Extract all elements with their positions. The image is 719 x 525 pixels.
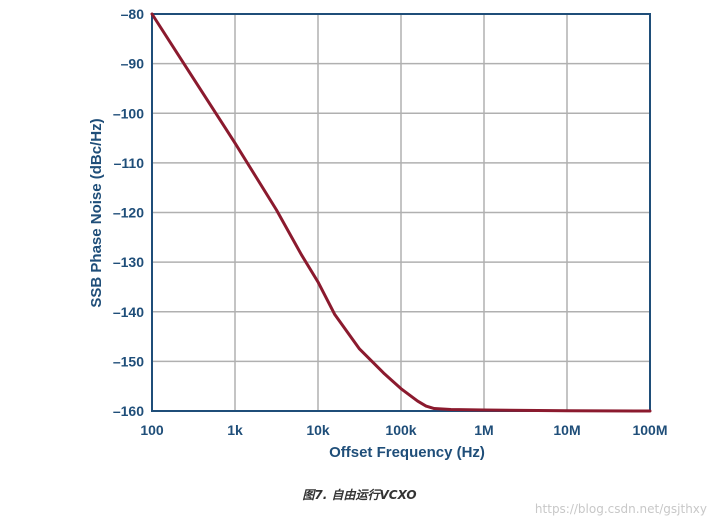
figure-caption: 图7. 自由运行VCXO (302, 488, 417, 502)
series-line (150, 12, 652, 413)
x-tick-label: 10k (306, 422, 330, 438)
y-tick-label: –140 (113, 304, 144, 320)
y-tick-label: –160 (113, 403, 144, 419)
plot-frame (151, 13, 651, 412)
x-tick-label: 100k (385, 422, 416, 438)
y-tick-label: –100 (113, 105, 144, 121)
x-tick-label: 100 (140, 422, 164, 438)
x-axis-title: Offset Frequency (Hz) (329, 444, 485, 461)
y-tick-labels: –80 –90 –100 –110 –120 –130 –140 –150 –160 (113, 6, 144, 419)
x-tick-label: 1M (474, 422, 493, 438)
y-tick-label: –90 (121, 56, 145, 72)
y-tick-label: –130 (113, 254, 144, 270)
x-tick-label: 100M (632, 422, 667, 438)
watermark: https://blog.csdn.net/gsjthxy (534, 502, 707, 516)
y-tick-label: –80 (121, 6, 145, 22)
grid-lines (151, 13, 651, 412)
y-tick-label: –110 (114, 155, 145, 171)
x-tick-labels: 100 1k 10k 100k 1M 10M 100M (140, 422, 667, 438)
y-tick-label: –150 (113, 353, 144, 369)
x-tick-label: 10M (553, 422, 580, 438)
x-tick-label: 1k (227, 422, 243, 438)
y-tick-label: –120 (113, 205, 144, 221)
y-axis-title: SSB Phase Noise (dBc/Hz) (88, 118, 105, 307)
